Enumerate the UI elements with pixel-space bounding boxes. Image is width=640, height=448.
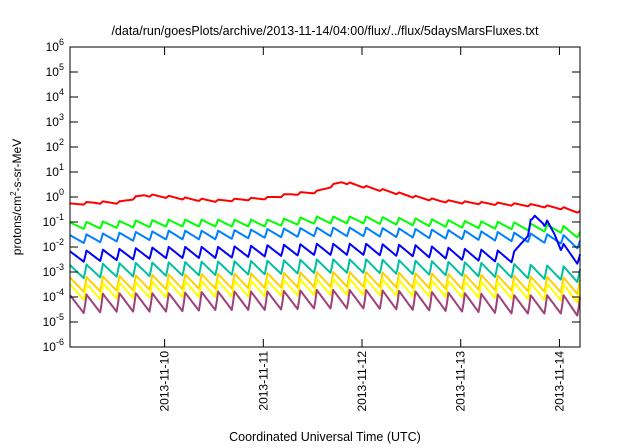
y-tick-label-base: 10 — [46, 190, 60, 204]
y-tick-label: 10-6 — [43, 337, 64, 354]
y-tick-label-base: 10 — [46, 65, 60, 79]
y-tick-label: 106 — [46, 37, 64, 54]
chart-title: /data/run/goesPlots/archive/2013-11-14/0… — [111, 24, 539, 38]
y-tick-label-exp: 1 — [59, 162, 64, 172]
y-axis-label-base: protons/cm — [10, 196, 24, 255]
x-tick-label: 2013-11-12 — [355, 351, 369, 412]
y-tick-label-base: 10 — [46, 165, 60, 179]
y-axis-ticks: 10-610-510-410-310-210-11001011021031041… — [43, 37, 580, 354]
y-tick-label: 100 — [46, 187, 64, 204]
y-tick-label: 102 — [46, 137, 64, 154]
y-tick-label: 10-4 — [43, 287, 64, 304]
y-tick-label-exp: 2 — [59, 137, 64, 147]
y-tick-label-exp: -4 — [56, 287, 64, 297]
y-tick-label-base: 10 — [43, 315, 57, 329]
y-tick-label-base: 10 — [43, 215, 57, 229]
y-tick-label-base: 10 — [43, 290, 57, 304]
y-tick-label: 103 — [46, 112, 64, 129]
y-tick-label-base: 10 — [43, 240, 57, 254]
x-tick-label: 2013-11-11 — [256, 351, 270, 411]
y-tick-label-exp: 3 — [59, 112, 64, 122]
y-tick-label: 105 — [46, 62, 64, 79]
series-line-5 — [69, 258, 581, 283]
y-tick-label-base: 10 — [46, 115, 60, 129]
y-tick-label-exp: 4 — [59, 87, 64, 97]
y-tick-label: 10-2 — [43, 237, 64, 254]
y-tick-label-base: 10 — [46, 140, 60, 154]
y-tick-label-exp: -2 — [56, 237, 64, 247]
plot-area — [69, 181, 581, 317]
series-line-8 — [69, 289, 581, 317]
x-tick-label: 2013-11-10 — [158, 351, 172, 412]
series-line-2 — [69, 215, 581, 239]
y-tick-label-exp: 0 — [59, 187, 64, 197]
y-axis-label-sup: 2 — [9, 191, 18, 196]
x-axis-label: Coordinated Universal Time (UTC) — [229, 430, 421, 444]
y-axis-label: protons/cm2-s-sr-MeV — [9, 139, 24, 255]
y-tick-label-exp: -6 — [56, 337, 64, 347]
y-tick-label-base: 10 — [43, 265, 57, 279]
y-tick-label: 10-5 — [43, 312, 64, 329]
y-tick-label-exp: -5 — [56, 312, 64, 322]
x-axis-ticks: 2013-11-10 2013-11-11 2013-11-12 2013-11-13… — [158, 47, 566, 412]
series-line-4 — [69, 214, 581, 265]
y-axis-label-rest: -s-sr-MeV — [10, 139, 24, 192]
y-tick-label-base: 10 — [43, 340, 57, 354]
y-tick-label-base: 10 — [46, 90, 60, 104]
y-tick-label-exp: -3 — [56, 262, 64, 272]
x-tick-label: 2013-11-14 — [552, 351, 566, 412]
series-line-7 — [69, 277, 581, 304]
y-tick-label-base: 10 — [46, 40, 60, 54]
x-tick-label: 2013-11-13 — [454, 351, 468, 412]
series-line-3 — [69, 226, 581, 250]
y-tick-label: 101 — [46, 162, 64, 179]
y-tick-label-exp: 5 — [59, 62, 64, 72]
y-tick-label-exp: 6 — [59, 37, 64, 47]
series-line-1 — [69, 181, 581, 214]
y-tick-label-exp: -1 — [56, 212, 64, 222]
y-tick-label: 10-1 — [43, 212, 64, 229]
series-line-6 — [69, 271, 581, 295]
y-tick-label: 104 — [46, 87, 64, 104]
y-tick-label: 10-3 — [43, 262, 64, 279]
